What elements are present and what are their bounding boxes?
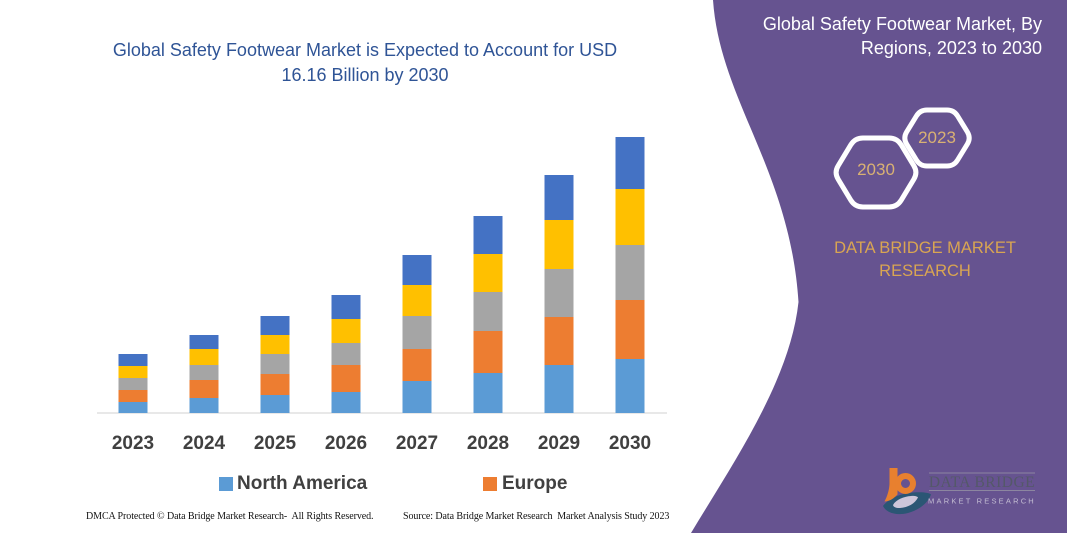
- svg-text:DATA BRIDGE: DATA BRIDGE: [929, 474, 1035, 491]
- svg-text:MARKET RESEARCH: MARKET RESEARCH: [928, 497, 1036, 506]
